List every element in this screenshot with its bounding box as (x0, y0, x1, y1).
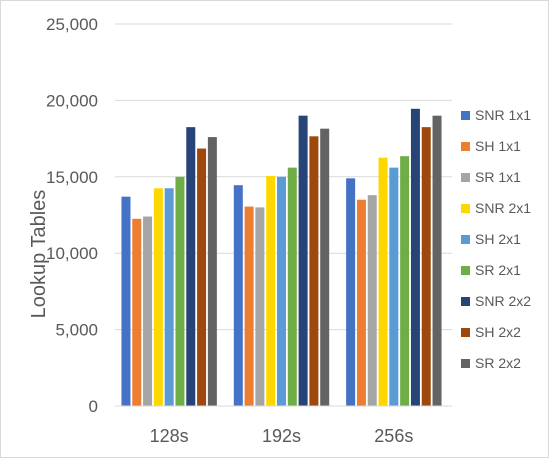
bar (244, 206, 254, 406)
bar (132, 218, 142, 406)
bar (287, 167, 297, 406)
x-tick-label: 192s (262, 426, 301, 446)
bar (356, 199, 366, 406)
bar (400, 156, 410, 406)
bar (153, 188, 163, 406)
legend-label: SH 2x1 (475, 231, 521, 247)
bar (143, 216, 153, 406)
y-tick-label: 10,000 (46, 244, 98, 263)
bar (432, 115, 442, 407)
bar (121, 196, 131, 406)
bar (277, 176, 286, 406)
y-tick-label: 0 (89, 397, 98, 416)
bar (346, 178, 356, 406)
bar (207, 137, 217, 406)
bar (389, 167, 399, 406)
bar (367, 195, 377, 406)
y-tick-label: 5,000 (55, 321, 98, 340)
legend-swatch (461, 204, 470, 213)
bar (255, 207, 265, 406)
bar (164, 188, 174, 406)
legend-swatch (461, 111, 470, 120)
y-axis-title: Lookup Tables (28, 190, 50, 319)
bar (266, 176, 276, 406)
legend-swatch (461, 235, 470, 244)
legend-swatch (461, 328, 470, 337)
legend: SNR 1x1 SH 1x1 SR 1x1 SNR 2x1 SH 2x1 SR 2x1 SN… (461, 107, 531, 371)
legend-swatch (461, 359, 470, 368)
bar (186, 127, 196, 406)
bar (233, 185, 243, 406)
bar (309, 136, 319, 407)
bar (421, 127, 431, 406)
legend-label: SNR 1x1 (475, 107, 531, 123)
legend-label: SR 2x1 (475, 262, 521, 278)
legend-label: SH 1x1 (475, 138, 521, 154)
bar (298, 115, 308, 407)
bar (320, 128, 330, 406)
y-tick-label: 20,000 (46, 91, 98, 110)
x-tick-label: 256s (374, 426, 413, 446)
y-tick-label: 15,000 (46, 168, 98, 187)
axes: 0 5,000 10,000 15,000 20,000 25,000 128s 192s 25… (46, 15, 452, 446)
legend-swatch (461, 142, 470, 151)
x-tick-label: 128s (150, 426, 189, 446)
legend-label: SR 2x2 (475, 355, 521, 371)
legend-label: SNR 2x1 (475, 200, 531, 216)
bar (410, 108, 420, 406)
bar (175, 176, 185, 406)
legend-label: SNR 2x2 (475, 293, 531, 309)
legend-swatch (461, 297, 470, 306)
legend-label: SR 1x1 (475, 169, 521, 185)
legend-swatch (461, 266, 470, 275)
bar (378, 157, 388, 406)
legend-swatch (461, 173, 470, 182)
bars (121, 108, 442, 407)
bar (197, 148, 207, 407)
y-tick-label: 25,000 (46, 15, 98, 34)
legend-label: SH 2x2 (475, 324, 521, 340)
